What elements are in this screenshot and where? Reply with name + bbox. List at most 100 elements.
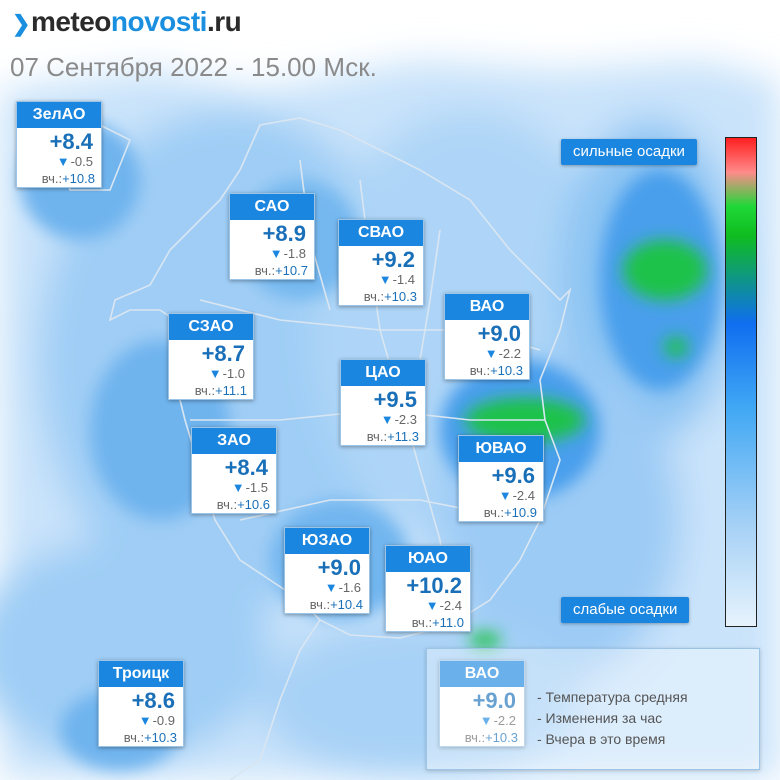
temperature-value: +9.2 [371,247,415,272]
site-logo[interactable]: ❯meteonovosti.ru [12,6,242,38]
down-triangle-icon: ▼ [324,580,338,595]
district-name: ЗелАО [17,102,101,128]
yesterday-value: +10.3 [144,730,177,745]
down-triangle-icon: ▼ [484,346,498,361]
yesterday-prefix: вч.: [309,597,331,612]
temperature-value: +9.0 [477,321,521,346]
district-name: ЗАО [192,428,276,454]
precip-heavy-layer [465,240,707,648]
yesterday-value: +11.1 [215,383,247,398]
legend-sample-card[interactable]: ВАО +9.0 ▼-2.2 вч.:+10.3 [439,660,525,747]
hourly-change-value: -2.2 [498,346,521,361]
yesterday-prefix: вч.: [411,615,433,630]
yesterday-temp: вч.:+10.3 [99,729,183,746]
temperature-value: +9.6 [491,463,535,488]
down-triangle-icon: ▼ [380,412,394,427]
yesterday-value: +10.9 [504,505,537,520]
down-triangle-icon: ▼ [425,598,439,613]
district-card-3[interactable]: ВАО +9.0 ▼-2.2 вч.:+10.3 [444,293,530,380]
down-triangle-icon: ▼ [231,480,245,495]
yesterday-value: +10.3 [490,363,523,378]
yesterday-prefix: вч.: [123,730,145,745]
yesterday-temp: вч.:+10.4 [285,596,369,613]
yesterday-value: +10.6 [237,497,270,512]
scale-label-light: слабые осадки [561,597,690,623]
yesterday-temp: вч.:+10.3 [445,362,529,379]
hourly-change-value: -1.8 [283,246,306,261]
temperature-value: +9.0 [317,555,361,580]
yesterday-value: +11.3 [387,429,419,444]
district-card-6[interactable]: ЗАО +8.4 ▼-1.5 вч.:+10.6 [191,427,277,514]
hourly-change: ▼-2.4 [459,488,543,504]
district-card-7[interactable]: ЮВАО +9.6 ▼-2.4 вч.:+10.9 [458,435,544,522]
district-name: ЮВАО [459,436,543,462]
district-card-9[interactable]: ЮАО +10.2 ▼-2.4 вч.:+11.0 [385,545,471,632]
yesterday-prefix: вч.: [366,429,388,444]
district-name: САО [230,194,314,220]
district-card-4[interactable]: СЗАО +8.7 ▼-1.0 вч.:+11.1 [168,313,254,400]
district-card-10[interactable]: Троицк +8.6 ▼-0.9 вч.:+10.3 [98,660,184,747]
hourly-change-value: -2.2 [493,713,516,728]
logo-part-novosti: novosti [110,6,208,37]
forecast-date: 07 Сентября 2022 - 15.00 Мск. [10,52,377,82]
legend-line-yesterday: - Вчера в это время [537,731,666,747]
district-card-2[interactable]: СВАО +9.2 ▼-1.4 вч.:+10.3 [338,219,424,306]
hourly-change-value: -2.4 [512,488,535,503]
hourly-change: ▼-1.4 [339,272,423,288]
down-triangle-icon: ▼ [479,713,493,728]
logo-part-meteo: meteo [30,6,111,37]
yesterday-temp: вч.:+10.7 [230,262,314,279]
yesterday-temp: вч.:+11.0 [386,614,470,631]
scale-label-heavy: сильные осадки [561,139,697,165]
district-card-0[interactable]: ЗелАО +8.4 ▼-0.5 вч.:+10.8 [16,101,102,188]
yesterday-prefix: вч.: [216,497,238,512]
hourly-change: ▼-0.5 [17,154,101,170]
hourly-change: ▼-1.8 [230,246,314,262]
hourly-change-value: -1.4 [392,272,415,287]
district-card-5[interactable]: ЦАО +9.5 ▼-2.3 вч.:+11.3 [340,359,426,446]
hourly-change-value: -1.6 [338,580,361,595]
down-triangle-icon: ▼ [269,246,283,261]
yesterday-prefix: вч.: [254,263,276,278]
legend-box: - Температура средняя - Изменения за час… [426,648,760,770]
yesterday-temp: вч.:+10.3 [440,729,524,746]
yesterday-prefix: вч.: [464,730,486,745]
yesterday-temp: вч.:+11.1 [169,382,253,399]
yesterday-prefix: вч.: [363,289,385,304]
hourly-change: ▼-1.5 [192,480,276,496]
down-triangle-icon: ▼ [208,366,222,381]
temperature-value: +8.4 [49,129,93,154]
district-card-1[interactable]: САО +8.9 ▼-1.8 вч.:+10.7 [229,193,315,280]
legend-lines: - Температура средняя - Изменения за час… [537,687,688,750]
hourly-change: ▼-2.2 [445,346,529,362]
hourly-change-value: -0.9 [152,713,175,728]
temperature-value: +8.7 [201,341,245,366]
yesterday-value: +10.7 [275,263,308,278]
yesterday-temp: вч.:+10.9 [459,504,543,521]
yesterday-value: +10.8 [62,171,95,186]
hourly-change: ▼-1.6 [285,580,369,596]
temperature-value: +8.6 [131,688,175,713]
hourly-change: ▼-0.9 [99,713,183,729]
down-triangle-icon: ▼ [138,713,152,728]
hourly-change-value: -2.3 [394,412,417,427]
yesterday-prefix: вч.: [41,171,63,186]
yesterday-temp: вч.:+10.8 [17,170,101,187]
logo-part-ru: .ru [206,6,242,37]
yesterday-temp: вч.:+10.6 [192,496,276,513]
district-name: ЮАО [386,546,470,572]
hourly-change: ▼-2.4 [386,598,470,614]
temperature-value: +10.2 [406,573,462,598]
yesterday-value: +11.0 [432,615,464,630]
yesterday-value: +10.3 [485,730,518,745]
district-name: ВАО [440,661,524,687]
temperature-value: +9.0 [472,688,516,713]
district-name: СВАО [339,220,423,246]
hourly-change-value: -2.4 [439,598,462,613]
temperature-value: +8.9 [262,221,306,246]
district-card-8[interactable]: ЮЗАО +9.0 ▼-1.6 вч.:+10.4 [284,527,370,614]
legend-line-temperature: - Температура средняя [537,689,688,705]
district-name: Троицк [99,661,183,687]
yesterday-prefix: вч.: [483,505,505,520]
temperature-value: +9.5 [373,387,417,412]
